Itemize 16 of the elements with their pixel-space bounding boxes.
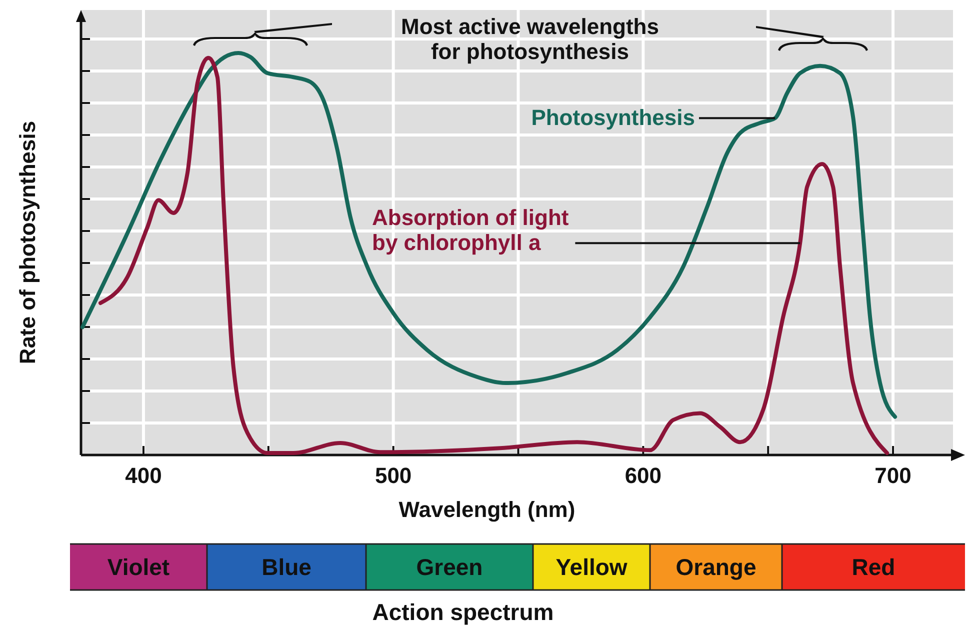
x-tick-label: 600 bbox=[624, 463, 662, 488]
category-label: Red bbox=[852, 554, 896, 580]
x-tick-label: 500 bbox=[374, 463, 412, 488]
x-tick-label: 400 bbox=[125, 463, 162, 488]
category-label: Orange bbox=[676, 554, 756, 580]
x-axis-title: Wavelength (nm) bbox=[398, 497, 576, 522]
category-label: Yellow bbox=[556, 554, 628, 580]
annotation: Most active wavelengths for photosynthesis bbox=[401, 14, 659, 64]
text: Action spectrum bbox=[372, 599, 554, 625]
x-tick-label: 700 bbox=[874, 463, 912, 488]
category-label: Green bbox=[416, 554, 483, 580]
category-label: Blue bbox=[262, 554, 312, 580]
series-label: Photosynthesis bbox=[531, 105, 695, 130]
y-axis-title: Rate of photosynthesis bbox=[15, 120, 40, 364]
category-label: Violet bbox=[107, 554, 170, 580]
text: Absorption of light by chlorophyll a bbox=[372, 205, 570, 256]
